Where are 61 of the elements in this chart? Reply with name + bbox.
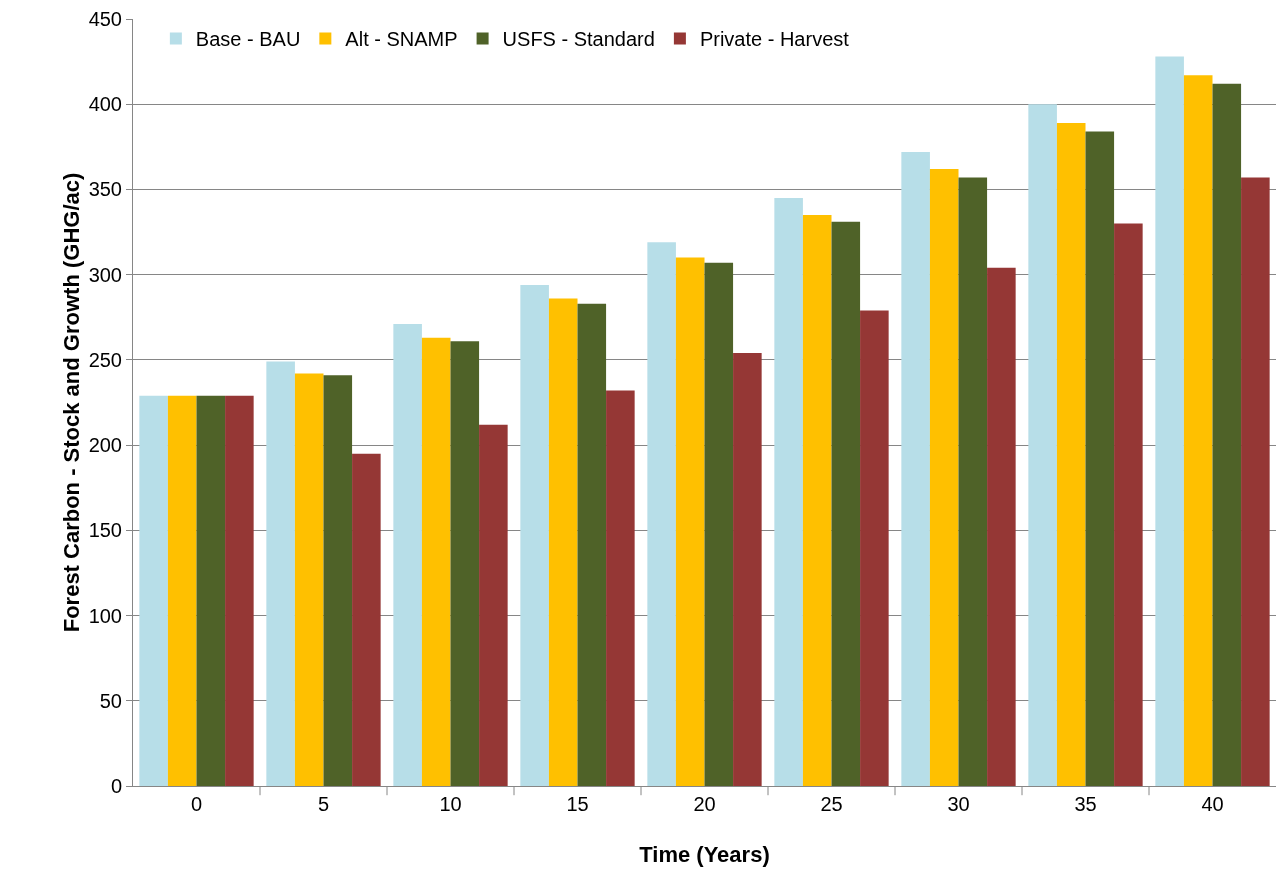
bar [548,298,578,786]
y-tick-label: 250 [88,348,122,371]
x-tick-label: 40 [1201,793,1224,815]
x-tick-label: 30 [947,793,970,815]
bar [647,242,676,786]
bar [606,390,635,786]
x-tick-label: 25 [820,793,843,815]
bar [802,215,832,786]
bar [1114,223,1143,786]
x-tick-label: 10 [439,793,462,815]
bar [1056,122,1086,786]
bar [901,151,930,786]
bar [352,453,381,786]
bar [929,168,959,786]
bar [450,341,480,786]
bar [675,257,705,786]
y-tick-label: 350 [88,178,122,201]
legend-label: Private - Harvest [699,28,850,51]
bar [479,424,508,786]
bar [774,197,803,786]
y-tick-label: 100 [88,604,122,627]
x-tick-label: 35 [1074,793,1097,815]
bar [860,310,889,786]
x-tick-label: 15 [566,793,589,815]
bar [1183,75,1213,786]
x-axis-title: Time (Years) [639,842,770,867]
bar [167,395,197,786]
bar [1155,56,1184,786]
bar [733,353,762,786]
bar [421,337,451,786]
bar [577,303,607,786]
bar [520,284,549,786]
bar [1241,177,1270,786]
legend-label: Alt - SNAMP [345,28,458,51]
bar [266,361,295,786]
bar [831,221,861,786]
legend-label: USFS - Standard [502,28,655,51]
y-tick-label: 50 [99,689,122,712]
x-tick-label: 5 [317,793,330,815]
bar [393,324,422,786]
bar [139,395,168,786]
bar [1085,131,1115,786]
bar [958,177,988,786]
bar [1028,104,1057,786]
bar [323,375,353,786]
bar [225,395,254,786]
y-tick-label: 450 [88,8,122,30]
x-tick-label: 0 [190,793,203,815]
bar [987,267,1016,786]
legend-label: Base - BAU [195,28,301,51]
bar [1212,83,1242,786]
y-tick-label: 150 [88,519,122,542]
bar [704,262,734,786]
x-tick-label: 20 [693,793,716,815]
bar [294,373,324,786]
y-tick-label: 300 [88,263,122,286]
bar [196,395,226,786]
y-tick-label: 200 [88,434,122,457]
y-axis-title: Forest Carbon - Stock and Growth (GHG/ac) [59,172,84,633]
y-tick-label: 0 [110,775,122,797]
y-tick-label: 400 [88,93,122,116]
